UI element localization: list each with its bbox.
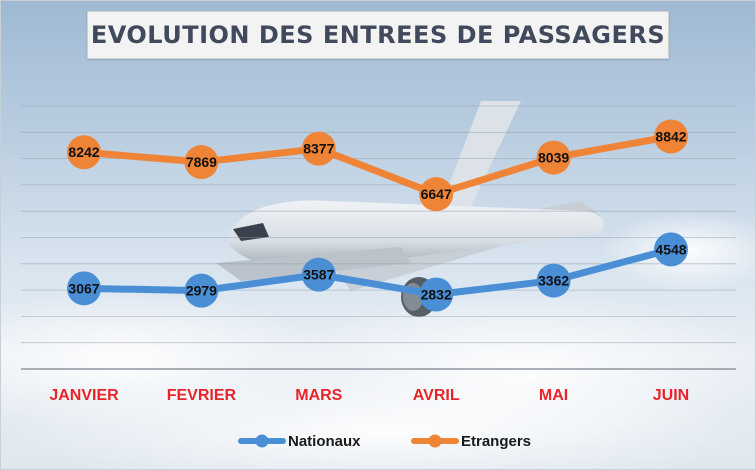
data-label: 3362 — [538, 273, 569, 289]
data-point — [654, 232, 688, 267]
data-point — [67, 135, 101, 170]
x-axis-labels: JANVIER FEVRIER MARS AVRIL MAI JUIN — [49, 387, 689, 404]
data-label: 7869 — [186, 154, 217, 170]
chart-title: EVOLUTION DES ENTREES DE PASSAGERS — [90, 21, 666, 49]
data-label: 4548 — [655, 241, 686, 257]
legend: Nationaux Etrangers — [238, 433, 531, 450]
x-tick-label: MARS — [295, 387, 342, 404]
data-point — [184, 273, 219, 308]
data-point — [419, 177, 454, 212]
data-point — [536, 263, 571, 298]
data-point — [301, 257, 336, 292]
x-tick-label: JANVIER — [49, 387, 119, 404]
legend-label: Etrangers — [461, 433, 531, 450]
data-point — [184, 145, 219, 180]
data-label: 2979 — [186, 283, 217, 299]
x-tick-label: FEVRIER — [167, 387, 237, 404]
legend-label: Nationaux — [288, 433, 361, 450]
data-point — [536, 140, 571, 175]
legend-swatch-marker — [428, 434, 442, 448]
legend-item-etrangers: Etrangers — [411, 433, 531, 450]
x-tick-label: MAI — [539, 387, 568, 404]
series-etrangers: 8242 7869 8377 6647 8039 8842 — [67, 119, 688, 212]
data-label: 3067 — [68, 280, 99, 296]
data-label: 6647 — [421, 186, 452, 202]
data-label: 8039 — [538, 150, 569, 166]
data-point — [419, 277, 454, 312]
series-line-nationaux — [80, 245, 675, 299]
data-point — [654, 119, 688, 154]
series-layer: 3067 2979 3587 2832 3362 4548 8242 7869 8377 6647… — [67, 119, 688, 312]
x-tick-label: JUIN — [653, 387, 689, 404]
data-point — [67, 271, 101, 306]
data-label: 8242 — [68, 144, 99, 160]
data-point — [301, 131, 336, 166]
legend-item-nationaux: Nationaux — [238, 433, 361, 450]
data-label: 8377 — [303, 141, 334, 157]
series-line-etrangers — [80, 132, 675, 198]
series-nationaux: 3067 2979 3587 2832 3362 4548 — [67, 232, 688, 312]
data-label: 3587 — [303, 267, 334, 283]
data-label: 2832 — [421, 287, 452, 303]
legend-swatch-marker — [255, 434, 269, 448]
x-tick-label: AVRIL — [413, 387, 460, 404]
data-label: 8842 — [655, 128, 686, 144]
title-box: EVOLUTION DES ENTREES DE PASSAGERS — [87, 11, 669, 59]
